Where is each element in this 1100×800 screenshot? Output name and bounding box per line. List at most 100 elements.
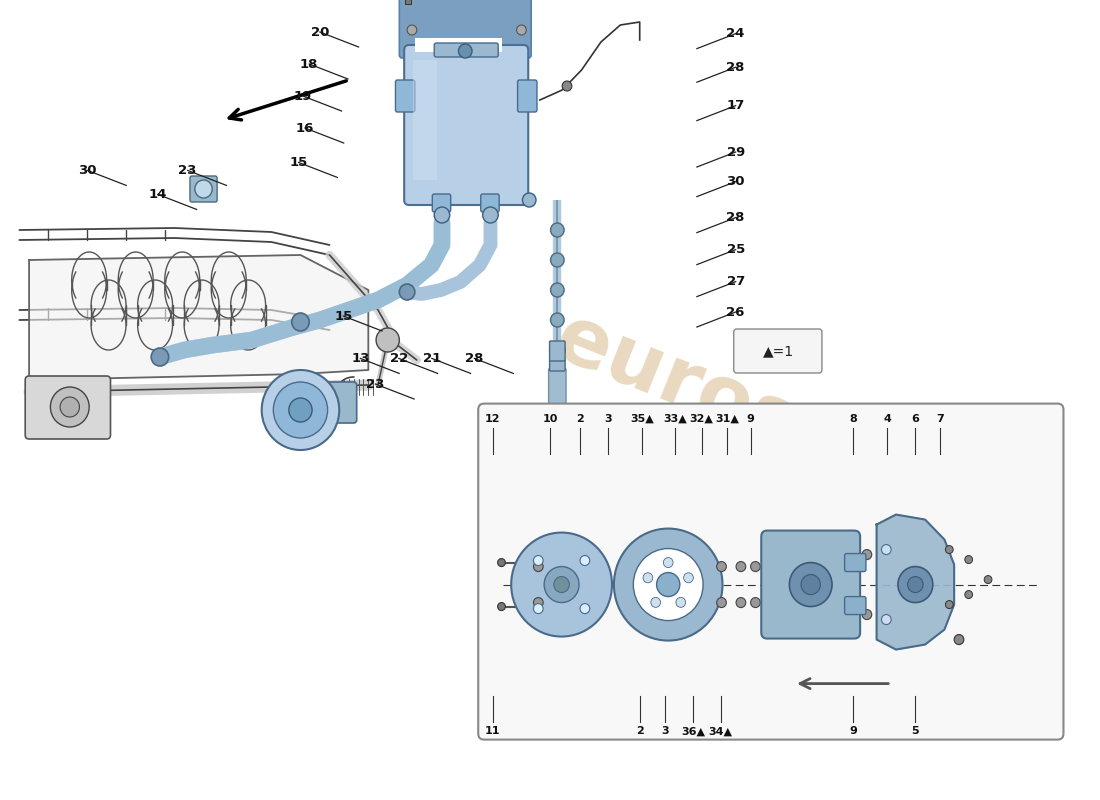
Text: 17: 17 <box>726 99 745 112</box>
FancyBboxPatch shape <box>432 194 451 212</box>
Text: 32▲: 32▲ <box>690 414 714 424</box>
FancyBboxPatch shape <box>549 368 566 492</box>
FancyBboxPatch shape <box>550 359 565 371</box>
Circle shape <box>289 398 312 422</box>
Circle shape <box>195 180 212 198</box>
Circle shape <box>550 342 565 358</box>
Circle shape <box>683 573 693 582</box>
Circle shape <box>965 555 972 563</box>
Text: 9: 9 <box>747 414 755 424</box>
Circle shape <box>544 566 579 602</box>
Circle shape <box>60 397 79 417</box>
Text: 20: 20 <box>310 26 329 38</box>
Polygon shape <box>877 514 954 650</box>
Circle shape <box>399 284 415 300</box>
Text: 35▲: 35▲ <box>630 414 653 424</box>
FancyBboxPatch shape <box>845 597 866 614</box>
Circle shape <box>881 545 891 554</box>
Text: 8: 8 <box>849 414 857 424</box>
Circle shape <box>801 574 821 594</box>
Circle shape <box>614 529 723 641</box>
Circle shape <box>675 598 685 607</box>
Text: 22: 22 <box>389 352 408 365</box>
Text: 31▲: 31▲ <box>715 414 739 424</box>
Circle shape <box>517 25 526 35</box>
Circle shape <box>750 562 760 571</box>
Circle shape <box>497 602 505 610</box>
Circle shape <box>522 193 536 207</box>
Text: 19: 19 <box>294 90 312 102</box>
Text: 18: 18 <box>300 58 318 70</box>
FancyBboxPatch shape <box>518 80 537 112</box>
Text: 15: 15 <box>289 156 308 169</box>
FancyBboxPatch shape <box>761 530 860 638</box>
Circle shape <box>908 577 923 593</box>
Circle shape <box>534 562 543 571</box>
Circle shape <box>534 604 543 614</box>
FancyBboxPatch shape <box>396 80 415 112</box>
Circle shape <box>736 598 746 607</box>
Circle shape <box>483 207 498 223</box>
Circle shape <box>550 223 564 237</box>
Circle shape <box>550 283 564 297</box>
Text: 28: 28 <box>726 211 745 224</box>
Text: a passion for parts since 1985: a passion for parts since 1985 <box>606 458 925 602</box>
FancyBboxPatch shape <box>399 0 531 58</box>
Text: 7: 7 <box>936 414 944 424</box>
Text: 34▲: 34▲ <box>708 726 733 736</box>
Circle shape <box>376 328 399 352</box>
Circle shape <box>984 575 992 583</box>
Bar <box>415 38 502 52</box>
Circle shape <box>292 313 309 331</box>
Text: 11: 11 <box>485 726 501 736</box>
Text: 24: 24 <box>726 27 745 40</box>
Circle shape <box>945 601 954 609</box>
Circle shape <box>881 614 891 625</box>
Text: 3: 3 <box>661 726 669 736</box>
Text: 6: 6 <box>911 414 918 424</box>
FancyBboxPatch shape <box>190 176 217 202</box>
Circle shape <box>657 573 680 597</box>
Text: 30: 30 <box>78 164 97 177</box>
Circle shape <box>717 562 726 571</box>
FancyBboxPatch shape <box>845 554 866 571</box>
Circle shape <box>151 348 168 366</box>
Circle shape <box>497 558 505 566</box>
Circle shape <box>663 558 673 567</box>
Circle shape <box>534 598 543 607</box>
Circle shape <box>580 555 590 566</box>
FancyBboxPatch shape <box>734 329 822 373</box>
Circle shape <box>580 604 590 614</box>
Circle shape <box>534 555 543 566</box>
FancyBboxPatch shape <box>434 43 498 57</box>
FancyBboxPatch shape <box>478 403 1064 739</box>
Text: 21: 21 <box>422 352 441 365</box>
Circle shape <box>862 550 872 559</box>
Text: 30: 30 <box>726 175 745 188</box>
Text: 33▲: 33▲ <box>663 414 686 424</box>
Text: 13: 13 <box>351 352 370 365</box>
Text: 36▲: 36▲ <box>681 726 705 736</box>
Circle shape <box>644 573 652 582</box>
FancyBboxPatch shape <box>481 194 499 212</box>
Text: eurospares: eurospares <box>544 298 1046 562</box>
Circle shape <box>273 382 328 438</box>
Circle shape <box>459 44 472 58</box>
FancyBboxPatch shape <box>550 341 565 361</box>
Text: 23: 23 <box>178 164 197 177</box>
Text: 15: 15 <box>334 310 352 322</box>
Circle shape <box>434 207 450 223</box>
FancyBboxPatch shape <box>302 382 356 423</box>
Text: 10: 10 <box>542 414 558 424</box>
Circle shape <box>51 387 89 427</box>
Bar <box>405 0 411 4</box>
Circle shape <box>717 598 726 607</box>
Text: 5: 5 <box>911 726 918 736</box>
Circle shape <box>562 81 572 91</box>
Bar <box>412 60 437 180</box>
Text: 25: 25 <box>726 243 745 256</box>
Circle shape <box>550 313 564 327</box>
Text: ▲=1: ▲=1 <box>762 344 794 358</box>
Text: 23: 23 <box>366 378 385 390</box>
FancyBboxPatch shape <box>404 45 528 205</box>
